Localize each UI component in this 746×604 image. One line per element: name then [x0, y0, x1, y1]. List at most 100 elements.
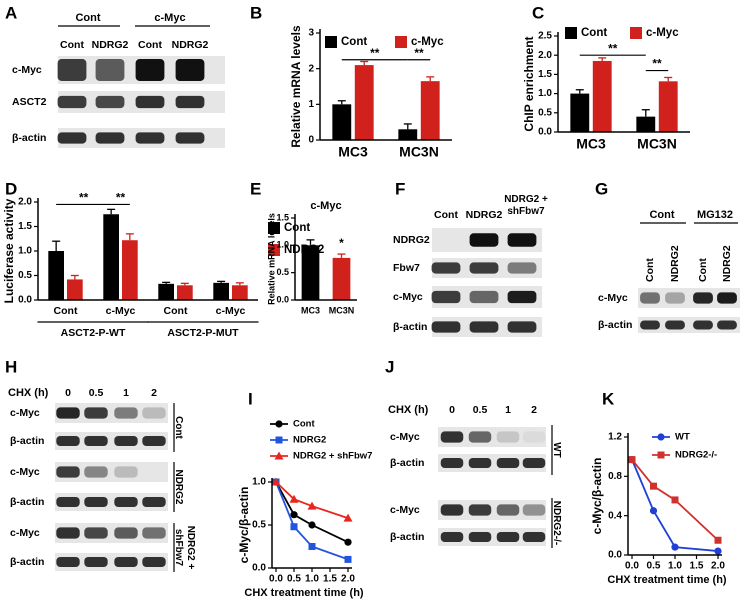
- series-line: [275, 481, 349, 561]
- blot-band: [56, 527, 80, 539]
- blot-band: [468, 431, 492, 443]
- y-tick-label: 1.0: [252, 477, 266, 488]
- blot-strip: [55, 432, 168, 450]
- blot-band: [507, 321, 537, 333]
- legend-swatch: [268, 222, 280, 234]
- lane-label: 1: [123, 387, 129, 399]
- panel-letter: I: [248, 389, 253, 408]
- block-label: NDRG2: [173, 469, 184, 505]
- legend-marker: [274, 451, 284, 460]
- marker: [671, 496, 679, 504]
- y-tick-label: 0.0: [18, 295, 32, 306]
- blot-band: [440, 431, 464, 443]
- blot-band: [114, 496, 138, 508]
- blot-band: [468, 531, 492, 543]
- lane-label: Cont: [644, 258, 656, 282]
- row-label: β-actin: [393, 321, 427, 333]
- x-tick-label: MC3: [338, 144, 368, 160]
- x-axis-title: CHX treatment time (h): [244, 587, 364, 599]
- blot-band: [431, 290, 461, 304]
- block-label-box: NDRG2 + shFbw7: [173, 526, 196, 570]
- lane-label: NDRG2: [92, 39, 129, 51]
- legend-swatch: [395, 36, 407, 48]
- blot-band: [56, 496, 80, 508]
- blot-band: [114, 435, 138, 447]
- row-label: Fbw7: [393, 262, 420, 274]
- blot-axis-label: CHX (h): [388, 404, 429, 416]
- blot-band: [57, 132, 87, 144]
- blot-strip: [55, 462, 168, 482]
- y-tick-label: 1.0: [538, 88, 552, 99]
- bar: [398, 129, 418, 140]
- block-label-group: NDRG2-/-: [551, 501, 562, 545]
- x-tick-label: MC3: [576, 136, 606, 152]
- bar: [592, 60, 612, 132]
- legend-label: Cont: [341, 36, 367, 48]
- lane-label: Cont: [434, 209, 458, 221]
- y-axis-title: ChIP enrichment: [522, 36, 536, 131]
- blot-band: [440, 457, 464, 469]
- block-label-box: NDRG2: [173, 469, 184, 505]
- blot-band: [56, 556, 80, 568]
- x-tick-label: 0.5: [647, 561, 661, 572]
- lane-label: NDRG2: [172, 39, 209, 51]
- legend-swatch: [325, 36, 337, 48]
- lane-label-group: NDRG2 + shFbw7: [504, 194, 548, 217]
- lane-label: NDRG2: [721, 245, 733, 282]
- blot-band: [95, 59, 125, 81]
- blot-band: [114, 527, 138, 539]
- marker: [307, 501, 317, 510]
- blot-strip: [438, 454, 546, 472]
- lane-label: 0: [449, 404, 455, 416]
- block-label: Cont: [173, 416, 184, 439]
- blot-band: [431, 262, 461, 274]
- legend-label: NDRG2 + shFbw7: [293, 451, 372, 462]
- blot-band: [84, 496, 108, 508]
- lane-label: 0: [65, 387, 71, 399]
- panel-letter: K: [602, 389, 615, 408]
- y-tick-label: 0: [308, 135, 314, 146]
- significance-label: **: [79, 191, 89, 205]
- bar: [354, 65, 374, 140]
- x-tick-label: MC3N: [637, 136, 677, 152]
- blot-band: [507, 262, 537, 274]
- blot-band: [640, 320, 660, 330]
- blot-strip: [438, 427, 546, 447]
- x-tick-label: MC3: [301, 305, 320, 315]
- series-line: [631, 459, 719, 541]
- y-tick-label: 0.5: [18, 270, 32, 281]
- blot-band: [469, 290, 499, 304]
- marker: [271, 477, 281, 486]
- row-label: c-Myc: [10, 527, 40, 539]
- legend-marker: [657, 451, 665, 459]
- blot-band: [522, 531, 546, 543]
- blot-strip: [55, 493, 168, 511]
- x-tick-label: c-Myc: [216, 305, 246, 317]
- blot-band: [142, 527, 166, 539]
- y-axis-title: Luciferase activity: [2, 198, 16, 303]
- row-label: β-actin: [390, 531, 424, 543]
- blot-band: [114, 407, 138, 419]
- lane-label-box: NDRG2 + shFbw7: [504, 194, 548, 217]
- row-label: β-actin: [390, 457, 424, 469]
- blot-band: [142, 407, 166, 419]
- blot-band: [135, 132, 165, 144]
- blot-band: [693, 292, 713, 304]
- blot-strip: [55, 523, 168, 543]
- x-tick-label: Cont: [164, 305, 188, 317]
- series-line: [631, 459, 719, 552]
- row-label: β-actin: [10, 496, 44, 508]
- y-tick-label: 1.5: [18, 221, 32, 232]
- bar: [48, 251, 65, 300]
- legend-label: NDRG2: [293, 435, 326, 446]
- blot-band: [522, 504, 546, 516]
- legend-label: Cont: [581, 27, 607, 39]
- marker: [714, 536, 722, 544]
- row-label: β-actin: [10, 435, 44, 447]
- lane-label: 2: [531, 404, 537, 416]
- y-tick-label: 0.5: [538, 107, 552, 118]
- row-label: c-Myc: [393, 291, 423, 303]
- blot-band: [469, 321, 499, 333]
- blot-band: [693, 320, 713, 330]
- blot-band: [56, 407, 80, 419]
